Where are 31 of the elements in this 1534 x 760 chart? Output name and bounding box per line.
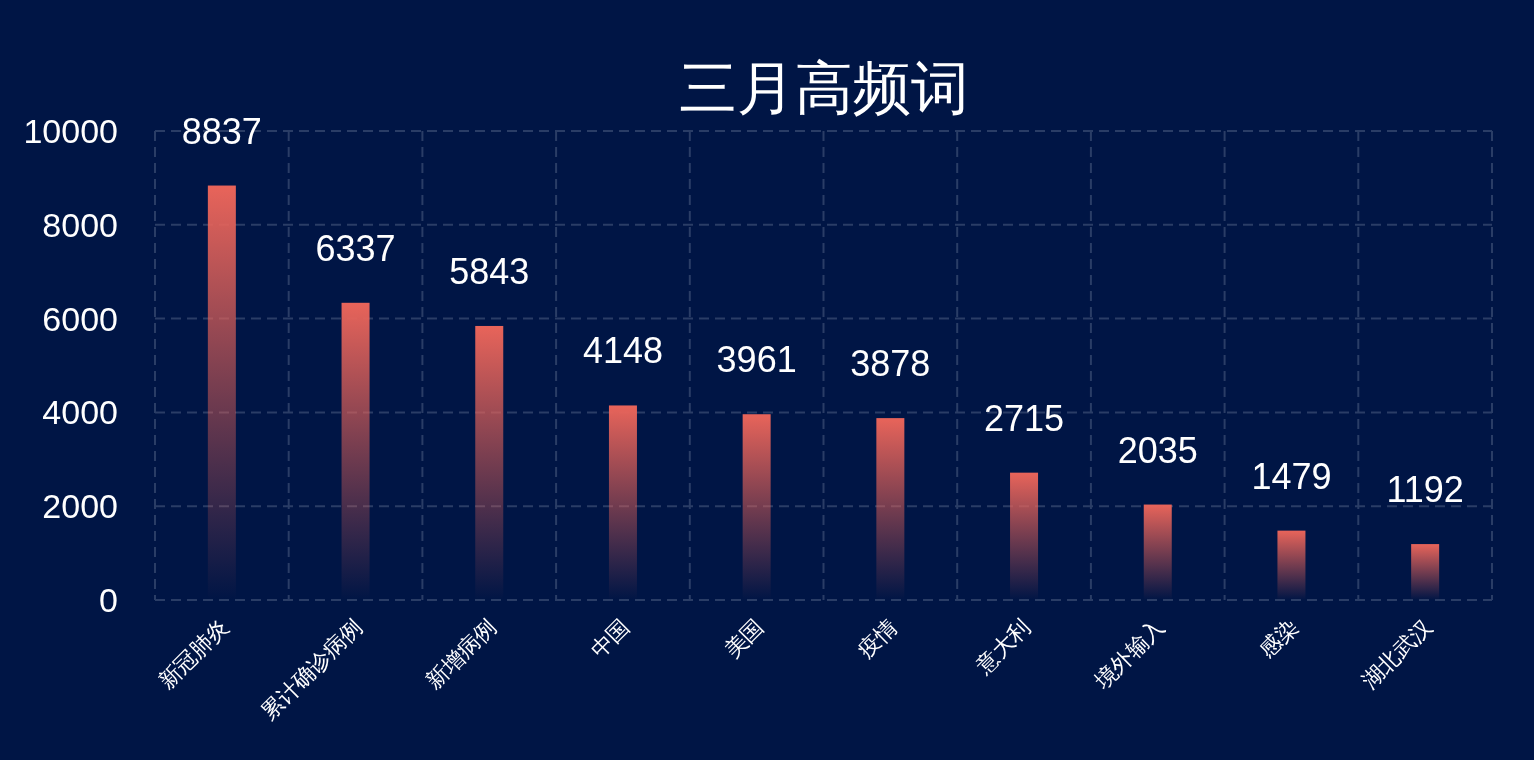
x-tick-label: 湖北武汉 [1356, 613, 1437, 694]
data-label: 2035 [1117, 429, 1198, 471]
data-label: 3878 [850, 343, 931, 385]
x-tick-label: 新冠肺炎 [153, 613, 234, 694]
data-label: 5843 [449, 250, 530, 292]
x-tick-label: 美国 [719, 613, 769, 663]
x-tick-label: 新增病例 [420, 613, 501, 694]
x-tick-label: 感染 [1254, 613, 1303, 663]
chart-title: 三月高频词 [678, 55, 969, 120]
data-label: 1192 [1386, 469, 1464, 511]
x-tick-label: 境外输入 [1088, 613, 1170, 695]
x-tick-label: 意大利 [970, 613, 1036, 679]
bar [1010, 472, 1039, 600]
y-tick-label: 4000 [42, 393, 118, 432]
data-label: 2715 [984, 397, 1065, 439]
y-tick-label: 6000 [42, 299, 118, 338]
bar [1143, 504, 1172, 600]
x-tick-label: 累计确诊病例 [256, 613, 368, 725]
y-tick-label: 0 [99, 581, 118, 619]
data-label: 4148 [582, 330, 663, 372]
y-tick-label: 8000 [42, 205, 118, 244]
x-tick-label: 疫情 [853, 613, 902, 663]
y-tick-label: 2000 [42, 487, 118, 526]
bar [1277, 530, 1306, 600]
data-label: 6337 [315, 227, 396, 269]
data-label: 3961 [716, 339, 797, 381]
y-tick-label: 10000 [23, 112, 118, 150]
data-label: 8837 [181, 110, 262, 152]
bar [1411, 544, 1440, 600]
x-tick-label: 中国 [585, 613, 635, 663]
data-label: 1479 [1251, 455, 1332, 497]
